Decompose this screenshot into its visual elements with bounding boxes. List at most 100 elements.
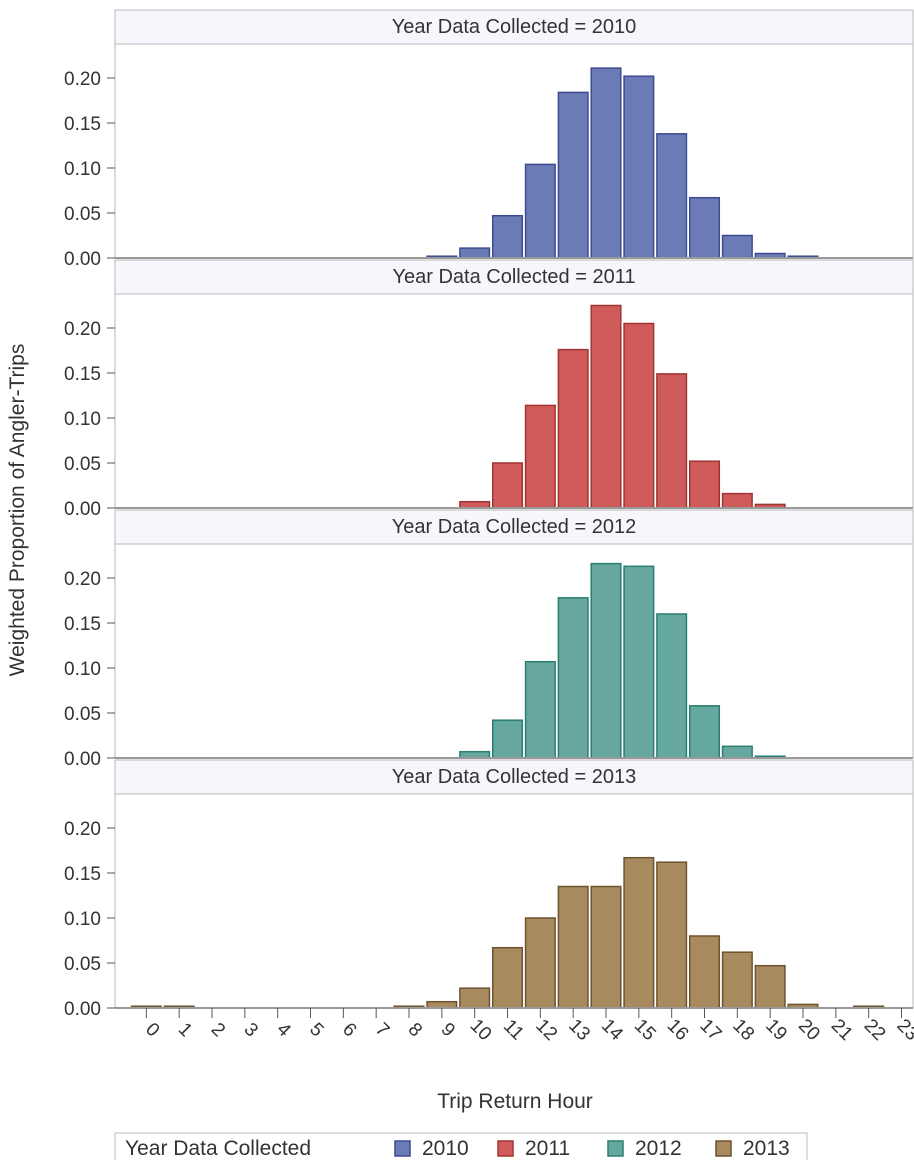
y-axis-title: Weighted Proportion of Angler-Trips bbox=[6, 344, 29, 677]
legend-title: Year Data Collected bbox=[125, 1137, 311, 1160]
bar-2010-hour-17 bbox=[688, 196, 721, 259]
x-tick-label: 8 bbox=[404, 1019, 426, 1041]
panel-header-2011 bbox=[114, 259, 914, 295]
bar-2012-hour-18 bbox=[721, 745, 753, 759]
x-tick-label: 4 bbox=[272, 1019, 295, 1042]
x-tick-label: 9 bbox=[437, 1019, 459, 1041]
bar-2011-hour-11 bbox=[491, 462, 524, 509]
y-tick-label: 0.05 bbox=[64, 954, 101, 975]
bar-2010-hour-18 bbox=[721, 234, 753, 259]
bar-2012-hour-15 bbox=[623, 565, 655, 759]
y-tick-label: 0.00 bbox=[64, 249, 101, 270]
x-tick-label: 2 bbox=[207, 1019, 229, 1041]
legend-label-2013: 2013 bbox=[743, 1137, 790, 1160]
panel-header-label-2010: Year Data Collected = 2010 bbox=[392, 16, 636, 38]
x-tick-label: 14 bbox=[597, 1015, 627, 1045]
legend-label-2012: 2012 bbox=[635, 1137, 682, 1160]
x-tick-label: 12 bbox=[531, 1015, 561, 1045]
y-tick-label: 0.20 bbox=[64, 319, 101, 340]
bar-2013-hour-10 bbox=[459, 987, 491, 1009]
x-tick-label: 18 bbox=[728, 1015, 758, 1045]
y-tick-label: 0.05 bbox=[64, 454, 101, 475]
y-tick-label: 0.10 bbox=[64, 659, 101, 680]
x-tick-label: 19 bbox=[761, 1015, 791, 1045]
panel-header-2013 bbox=[114, 759, 914, 795]
bar-2010-hour-15 bbox=[623, 75, 655, 259]
y-tick-label: 0.15 bbox=[64, 114, 101, 135]
bar-2012-hour-12 bbox=[524, 660, 556, 759]
x-tick-label: 20 bbox=[794, 1015, 824, 1045]
y-tick-label: 0.05 bbox=[64, 204, 101, 225]
bar-2012-hour-14 bbox=[590, 562, 622, 759]
bar-2013-hour-19 bbox=[754, 964, 786, 1009]
x-tick-label: 13 bbox=[564, 1015, 594, 1045]
bar-2012-hour-16 bbox=[656, 613, 688, 759]
bar-2013-hour-15 bbox=[623, 856, 655, 1009]
bar-2011-hour-17 bbox=[688, 460, 721, 509]
x-tick-label: 3 bbox=[240, 1019, 262, 1041]
y-tick-label: 0.10 bbox=[64, 909, 101, 930]
x-tick-label: 0 bbox=[141, 1019, 163, 1041]
bar-2011-hour-18 bbox=[721, 492, 753, 509]
x-tick-label: 22 bbox=[860, 1015, 890, 1045]
x-tick-label: 17 bbox=[695, 1015, 725, 1045]
x-tick-label: 21 bbox=[827, 1015, 857, 1045]
legend-swatch-2010 bbox=[394, 1140, 411, 1157]
x-tick-label: 5 bbox=[305, 1019, 327, 1041]
bar-2012-hour-11 bbox=[491, 719, 524, 759]
y-tick-label: 0.20 bbox=[64, 69, 101, 90]
bar-2010-hour-13 bbox=[557, 91, 589, 259]
bar-2013-hour-13 bbox=[557, 885, 589, 1009]
x-tick-label: 11 bbox=[499, 1016, 528, 1045]
legend-swatch-2012 bbox=[607, 1140, 624, 1157]
x-tick-label: 15 bbox=[630, 1015, 660, 1045]
x-tick-label: 7 bbox=[371, 1019, 393, 1041]
bar-2011-hour-15 bbox=[623, 322, 655, 509]
bar-2013-hour-12 bbox=[524, 917, 556, 1009]
legend-label-2011: 2011 bbox=[525, 1137, 570, 1160]
bar-2013-hour-16 bbox=[656, 861, 688, 1009]
x-axis-title: Trip Return Hour bbox=[437, 1090, 593, 1113]
bar-2011-hour-14 bbox=[590, 304, 622, 509]
panel-header-label-2011: Year Data Collected = 2011 bbox=[393, 266, 636, 288]
legend-swatch-2013 bbox=[715, 1140, 732, 1157]
bar-2011-hour-13 bbox=[557, 348, 589, 509]
bar-2011-hour-12 bbox=[524, 404, 556, 509]
bar-2013-hour-18 bbox=[721, 951, 753, 1009]
bar-2011-hour-16 bbox=[656, 373, 688, 509]
bar-2010-hour-10 bbox=[459, 247, 491, 259]
legend-box bbox=[114, 1132, 808, 1162]
x-tick-label: 10 bbox=[466, 1015, 496, 1045]
bar-2010-hour-11 bbox=[491, 214, 524, 259]
y-tick-label: 0.20 bbox=[64, 819, 101, 840]
bar-2010-hour-16 bbox=[656, 133, 688, 259]
legend-label-2010: 2010 bbox=[422, 1137, 469, 1160]
bar-2012-hour-13 bbox=[557, 597, 589, 759]
panel-header-2012 bbox=[114, 509, 914, 545]
y-tick-label: 0.10 bbox=[64, 409, 101, 430]
panel-header-2010 bbox=[114, 9, 914, 45]
panel-header-label-2013: Year Data Collected = 2013 bbox=[392, 766, 636, 788]
x-tick-label: 1 bbox=[174, 1019, 196, 1041]
x-tick-label: 23 bbox=[892, 1015, 914, 1045]
bar-2013-hour-11 bbox=[491, 946, 524, 1009]
bar-2012-hour-17 bbox=[688, 705, 721, 759]
legend-swatch-2011 bbox=[497, 1140, 514, 1157]
y-tick-label: 0.20 bbox=[64, 569, 101, 590]
y-tick-label: 0.15 bbox=[64, 614, 101, 635]
x-tick-label: 6 bbox=[338, 1019, 360, 1041]
y-tick-label: 0.00 bbox=[64, 749, 101, 770]
y-tick-label: 0.15 bbox=[64, 864, 101, 885]
y-tick-label: 0.10 bbox=[64, 159, 101, 180]
x-tick-label: 16 bbox=[663, 1015, 693, 1045]
bar-2013-hour-14 bbox=[590, 885, 622, 1009]
y-tick-label: 0.00 bbox=[64, 999, 101, 1020]
bar-2010-hour-12 bbox=[524, 163, 556, 259]
bar-2010-hour-14 bbox=[590, 67, 622, 259]
y-tick-label: 0.00 bbox=[64, 499, 101, 520]
panel-header-label-2012: Year Data Collected = 2012 bbox=[392, 516, 636, 538]
bar-2013-hour-17 bbox=[688, 935, 721, 1009]
y-tick-label: 0.05 bbox=[64, 704, 101, 725]
